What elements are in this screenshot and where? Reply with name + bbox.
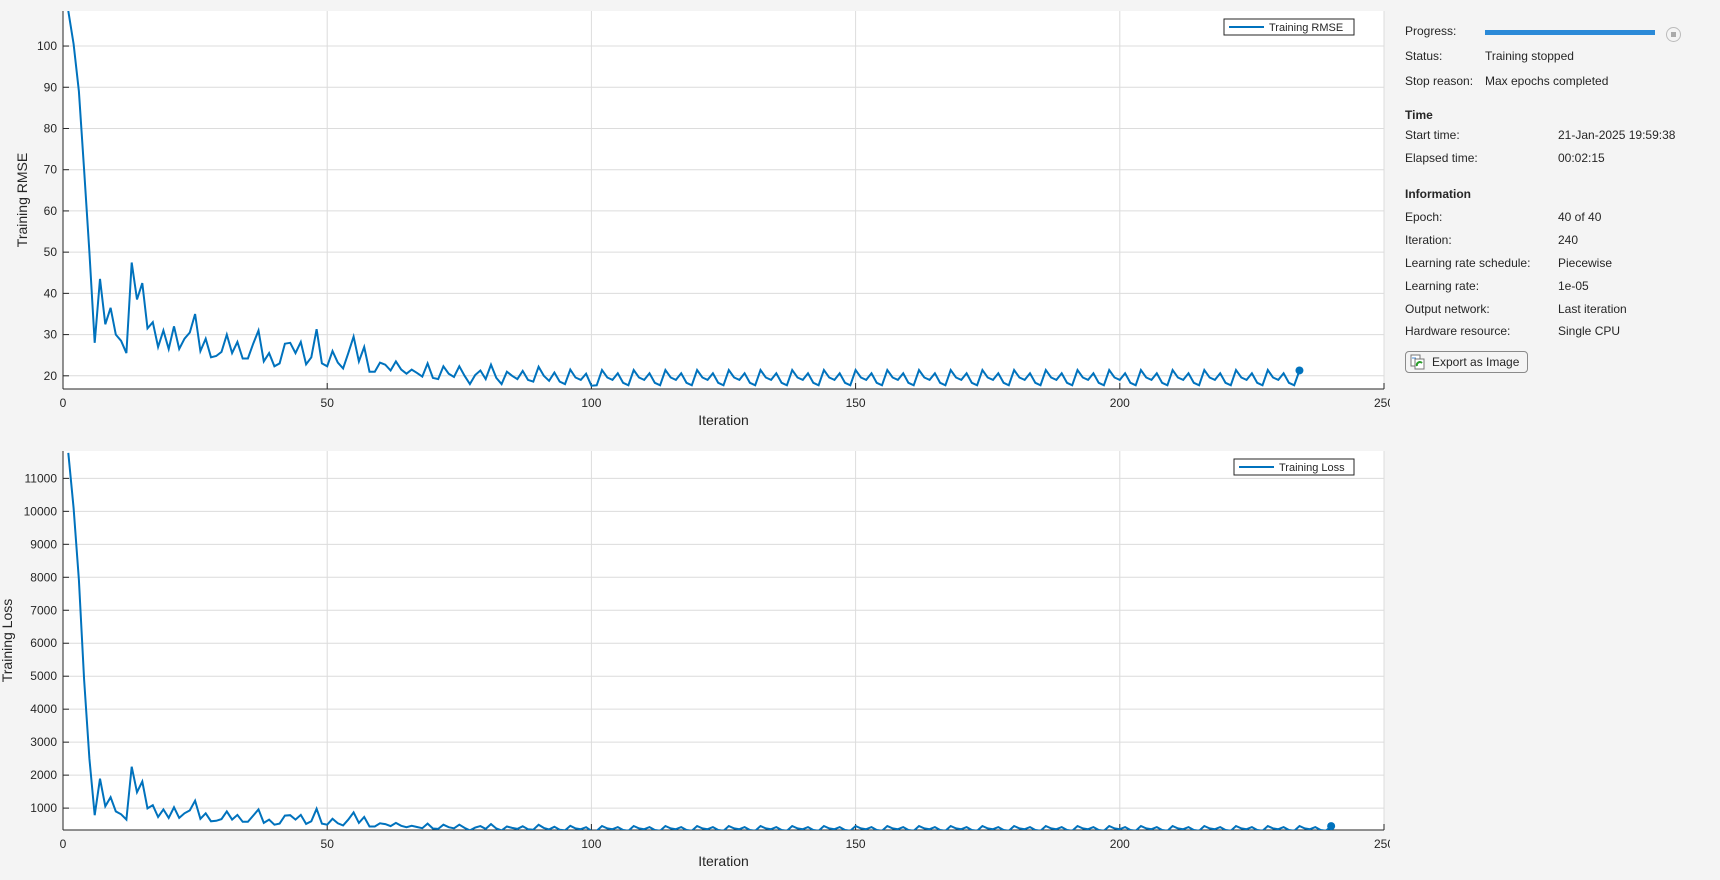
status-label: Status: bbox=[1405, 49, 1443, 63]
legend-box bbox=[1233, 458, 1355, 476]
elapsed-time-value: 00:02:15 bbox=[1558, 151, 1605, 165]
plot-area bbox=[63, 451, 1384, 830]
progress-label: Progress: bbox=[1405, 24, 1457, 38]
y-tick-label: 3000 bbox=[30, 735, 57, 749]
y-axis-label: Training RMSE bbox=[14, 153, 30, 247]
y-tick-label: 30 bbox=[44, 328, 58, 342]
export-image-icon bbox=[1410, 354, 1425, 370]
y-tick-label: 4000 bbox=[30, 702, 57, 716]
info-label: Learning rate schedule: bbox=[1405, 256, 1531, 270]
information-heading: Information bbox=[1405, 187, 1471, 201]
y-tick-label: 80 bbox=[44, 121, 58, 135]
x-tick-label: 200 bbox=[1110, 396, 1130, 410]
x-tick-label: 50 bbox=[321, 837, 335, 851]
start-time-label: Start time: bbox=[1405, 128, 1460, 142]
x-axis-label: Iteration bbox=[698, 412, 749, 428]
info-value: Last iteration bbox=[1558, 302, 1627, 316]
y-tick-label: 1000 bbox=[30, 801, 57, 815]
training-plots: 2030405060708090100050100150200250Iterat… bbox=[0, 11, 1390, 869]
progress-fill bbox=[1485, 30, 1655, 35]
legend-label: Training RMSE bbox=[1269, 22, 1343, 34]
legend-label: Training Loss bbox=[1279, 462, 1345, 474]
series-line bbox=[67, 452, 1332, 830]
x-tick-label: 0 bbox=[60, 396, 67, 410]
elapsed-time-label: Elapsed time: bbox=[1405, 151, 1478, 165]
stop-icon bbox=[1671, 32, 1676, 37]
stop-reason-value: Max epochs completed bbox=[1485, 74, 1609, 88]
plot-1: 1000200030004000500060007000800090001000… bbox=[0, 451, 1390, 869]
legend-box bbox=[1223, 18, 1355, 36]
x-tick-label: 100 bbox=[581, 837, 601, 851]
x-axis-label: Iteration bbox=[698, 853, 749, 869]
final-point-marker bbox=[1295, 366, 1304, 375]
info-value: Piecewise bbox=[1558, 256, 1613, 270]
y-tick-label: 70 bbox=[44, 163, 58, 177]
info-value: Single CPU bbox=[1558, 324, 1621, 338]
time-heading: Time bbox=[1405, 108, 1433, 122]
info-label: Iteration: bbox=[1405, 233, 1452, 247]
plot-area bbox=[63, 11, 1384, 389]
y-tick-label: 20 bbox=[44, 369, 58, 383]
x-tick-label: 250 bbox=[1374, 837, 1390, 851]
y-tick-label: 6000 bbox=[30, 636, 57, 650]
x-tick-label: 0 bbox=[60, 837, 67, 851]
info-label: Epoch: bbox=[1405, 210, 1443, 224]
x-tick-label: 50 bbox=[321, 396, 335, 410]
export-button-label: Export as Image bbox=[1432, 355, 1520, 369]
start-time-value: 21-Jan-2025 19:59:38 bbox=[1558, 128, 1676, 142]
y-tick-label: 8000 bbox=[30, 570, 57, 584]
y-axis-label: Training Loss bbox=[0, 599, 15, 683]
info-label: Output network: bbox=[1405, 302, 1490, 316]
series-line bbox=[67, 11, 1301, 387]
y-tick-label: 40 bbox=[44, 286, 58, 300]
y-tick-label: 90 bbox=[44, 80, 58, 94]
info-value: 1e-05 bbox=[1558, 279, 1589, 293]
progress-bar bbox=[1485, 30, 1655, 35]
y-tick-label: 2000 bbox=[30, 768, 57, 782]
info-label: Hardware resource: bbox=[1405, 324, 1511, 338]
y-tick-label: 50 bbox=[44, 245, 58, 259]
y-tick-label: 11000 bbox=[25, 471, 58, 485]
stop-reason-label: Stop reason: bbox=[1405, 74, 1474, 88]
x-tick-label: 150 bbox=[846, 396, 866, 410]
info-value: 40 of 40 bbox=[1558, 210, 1602, 224]
x-tick-label: 150 bbox=[846, 837, 866, 851]
status-value: Training stopped bbox=[1485, 49, 1574, 63]
final-point-marker bbox=[1327, 822, 1336, 831]
y-tick-label: 100 bbox=[37, 39, 57, 53]
x-tick-label: 250 bbox=[1374, 396, 1390, 410]
x-tick-label: 200 bbox=[1110, 837, 1130, 851]
y-tick-label: 5000 bbox=[30, 669, 57, 683]
stop-training-button[interactable] bbox=[1666, 27, 1681, 42]
info-label: Learning rate: bbox=[1405, 279, 1480, 293]
info-value: 240 bbox=[1558, 233, 1579, 247]
legend: Training RMSE bbox=[1223, 18, 1355, 36]
plot-0: 20 30 40 50 60 70 80 90 100 0 50 100 150 200 250 Iterat… bbox=[14, 11, 1390, 428]
x-tick-label: 100 bbox=[581, 396, 601, 410]
legend: Training Loss bbox=[1233, 458, 1355, 476]
export-as-image-button[interactable]: Export as Image bbox=[1405, 351, 1529, 373]
y-tick-label: 9000 bbox=[30, 537, 57, 551]
training-info-panel: Progress: Status: Training stopped Stop … bbox=[1393, 0, 1720, 880]
y-tick-label: 7000 bbox=[30, 603, 57, 617]
y-tick-label: 60 bbox=[44, 204, 58, 218]
y-tick-label: 10000 bbox=[24, 504, 58, 518]
